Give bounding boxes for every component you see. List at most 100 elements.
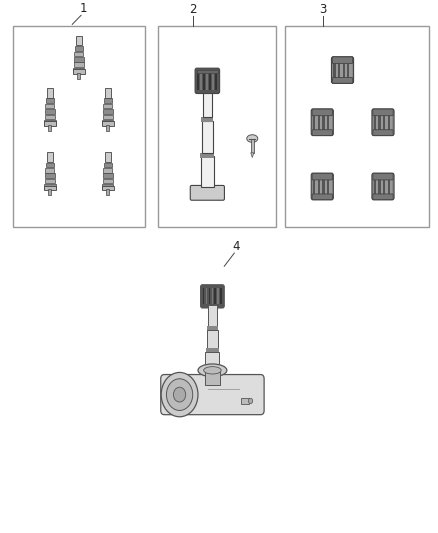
FancyBboxPatch shape: [190, 185, 224, 200]
Bar: [251, 139, 254, 153]
Bar: [376, 112, 378, 132]
Bar: [201, 121, 213, 152]
Bar: [345, 60, 347, 80]
Bar: [44, 184, 56, 189]
Bar: [205, 372, 220, 385]
Bar: [343, 60, 345, 80]
Bar: [241, 398, 249, 403]
Bar: [313, 112, 315, 132]
Bar: [208, 288, 210, 304]
Circle shape: [173, 387, 186, 402]
Bar: [47, 88, 53, 98]
Bar: [385, 176, 388, 196]
Bar: [47, 152, 53, 162]
Bar: [102, 185, 114, 190]
Bar: [206, 71, 208, 91]
Bar: [201, 71, 202, 91]
FancyBboxPatch shape: [195, 68, 219, 93]
Bar: [103, 168, 112, 173]
Bar: [322, 176, 325, 196]
Bar: [350, 60, 352, 80]
Bar: [340, 60, 343, 80]
Bar: [13, 26, 145, 227]
Bar: [209, 71, 211, 91]
Bar: [74, 57, 84, 61]
Bar: [203, 288, 204, 304]
FancyBboxPatch shape: [312, 194, 332, 200]
Bar: [338, 60, 340, 80]
FancyBboxPatch shape: [373, 173, 393, 180]
Bar: [220, 288, 222, 304]
Bar: [104, 163, 112, 167]
Bar: [374, 176, 376, 196]
Bar: [385, 112, 388, 132]
Bar: [201, 117, 213, 122]
Bar: [49, 189, 51, 196]
Bar: [197, 70, 218, 74]
Bar: [45, 179, 55, 183]
Circle shape: [248, 398, 253, 403]
Bar: [45, 115, 55, 119]
Bar: [200, 152, 214, 158]
Bar: [325, 176, 327, 196]
FancyBboxPatch shape: [312, 130, 332, 135]
Bar: [46, 168, 54, 173]
FancyBboxPatch shape: [312, 173, 332, 180]
Bar: [102, 179, 113, 183]
Text: 4: 4: [233, 240, 240, 253]
FancyBboxPatch shape: [312, 109, 332, 116]
Bar: [215, 71, 217, 91]
Bar: [201, 156, 214, 187]
Bar: [49, 125, 51, 131]
Bar: [347, 60, 350, 80]
Bar: [318, 176, 320, 196]
Bar: [313, 176, 315, 196]
Bar: [76, 36, 82, 45]
Bar: [215, 288, 216, 304]
Bar: [206, 288, 207, 304]
Bar: [315, 112, 318, 132]
Bar: [102, 115, 113, 119]
Bar: [320, 112, 322, 132]
Bar: [103, 104, 112, 108]
Bar: [73, 69, 85, 74]
Bar: [106, 189, 109, 196]
Bar: [325, 112, 327, 132]
FancyBboxPatch shape: [311, 109, 333, 135]
Text: 2: 2: [189, 3, 197, 17]
Text: 3: 3: [320, 3, 327, 17]
FancyBboxPatch shape: [161, 375, 264, 415]
Bar: [381, 112, 383, 132]
Bar: [78, 73, 80, 79]
Bar: [333, 60, 336, 80]
Bar: [388, 176, 390, 196]
Bar: [378, 112, 381, 132]
Bar: [383, 176, 385, 196]
Text: 1: 1: [79, 2, 87, 15]
Bar: [212, 71, 214, 91]
Bar: [158, 26, 276, 227]
Bar: [104, 99, 112, 103]
Bar: [44, 185, 56, 190]
Bar: [208, 305, 217, 327]
Ellipse shape: [247, 135, 258, 142]
FancyBboxPatch shape: [311, 173, 333, 200]
Bar: [73, 68, 85, 72]
Bar: [44, 120, 56, 125]
Bar: [327, 112, 329, 132]
Bar: [198, 71, 199, 91]
Bar: [46, 104, 54, 108]
Bar: [318, 112, 320, 132]
Ellipse shape: [198, 364, 227, 377]
Bar: [46, 163, 54, 167]
Bar: [74, 62, 84, 67]
FancyBboxPatch shape: [372, 173, 394, 200]
FancyBboxPatch shape: [373, 130, 393, 135]
Bar: [45, 109, 55, 114]
Bar: [336, 60, 338, 80]
Bar: [327, 176, 329, 196]
Bar: [102, 122, 114, 126]
Bar: [105, 88, 111, 98]
Bar: [390, 176, 392, 196]
Bar: [207, 330, 218, 349]
